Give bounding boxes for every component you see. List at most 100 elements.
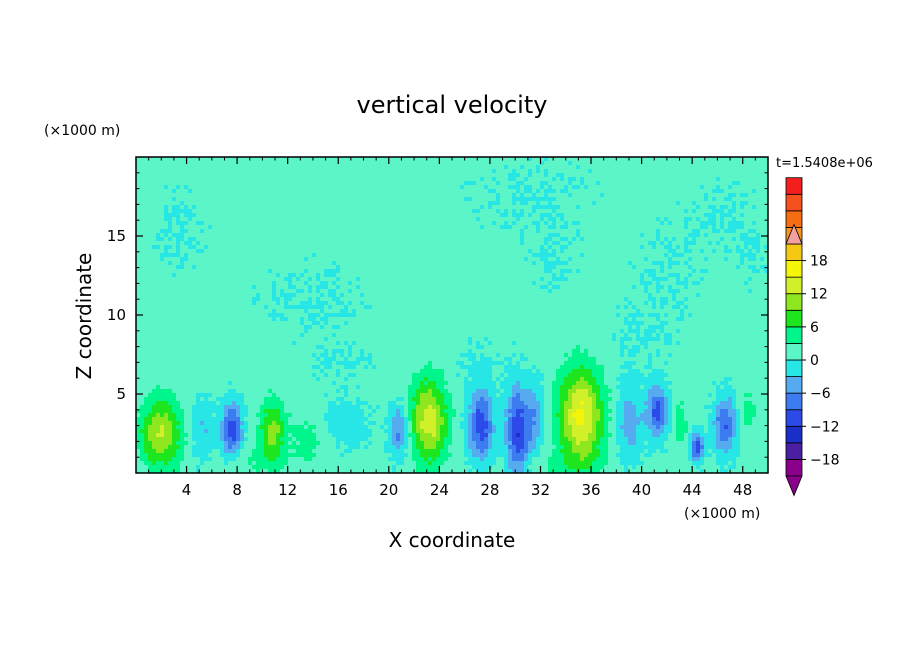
field-cell <box>724 233 729 238</box>
field-cell <box>628 197 633 202</box>
field-cell <box>696 273 701 278</box>
field-cell <box>640 237 645 242</box>
field-cell <box>292 253 297 258</box>
field-cell <box>504 277 509 282</box>
field-cell <box>628 193 633 198</box>
field-cell <box>268 273 273 278</box>
field-cell <box>368 197 373 202</box>
field-cell <box>552 213 557 218</box>
field-cell <box>416 237 421 242</box>
field-cell <box>360 225 365 230</box>
field-cell <box>404 157 409 162</box>
field-cell <box>760 197 765 202</box>
field-cell <box>456 189 461 194</box>
field-cell <box>172 265 177 270</box>
field-cell <box>680 189 685 194</box>
field-cell <box>360 261 365 266</box>
field-cell <box>336 197 341 202</box>
field-cell <box>180 189 185 194</box>
field-cell <box>720 169 725 174</box>
field-cell <box>528 217 533 222</box>
field-cell <box>456 209 461 214</box>
field-cell <box>700 241 705 246</box>
field-cell <box>444 205 449 210</box>
field-cell <box>540 273 545 278</box>
field-cell <box>440 181 445 186</box>
field-cell <box>240 265 245 270</box>
field-cell <box>688 185 693 190</box>
field-cell <box>536 249 541 254</box>
field-cell <box>664 221 669 226</box>
field-cell <box>436 189 441 194</box>
field-cell <box>256 245 261 250</box>
field-cell <box>344 185 349 190</box>
field-cell <box>436 181 441 186</box>
field-cell <box>328 245 333 250</box>
field-cell <box>712 225 717 230</box>
field-cell <box>764 253 769 258</box>
field-cell <box>336 241 341 246</box>
field-cell <box>256 197 261 202</box>
field-cell <box>348 213 353 218</box>
field-cell <box>332 209 337 214</box>
field-cell <box>720 233 725 238</box>
field-cell <box>272 165 277 170</box>
field-cell <box>744 273 749 278</box>
field-cell <box>620 197 625 202</box>
field-cell <box>184 241 189 246</box>
field-cell <box>352 157 357 162</box>
field-cell <box>236 213 241 218</box>
field-cell <box>624 181 629 186</box>
field-cell <box>176 281 181 286</box>
field-cell <box>280 265 285 270</box>
time-label: t=1.5408e+06 <box>776 156 873 171</box>
field-cell <box>600 273 605 278</box>
field-cell <box>548 157 553 162</box>
field-cell <box>672 205 677 210</box>
field-cell <box>700 217 705 222</box>
field-cell <box>232 173 237 178</box>
field-cell <box>292 277 297 282</box>
field-cell <box>304 157 309 162</box>
field-cell <box>336 185 341 190</box>
field-cell <box>624 257 629 262</box>
field-cell <box>204 257 209 262</box>
field-cell <box>468 265 473 270</box>
field-cell <box>140 209 145 214</box>
field-cell <box>424 273 429 278</box>
field-cell <box>348 273 353 278</box>
field-cell <box>224 173 229 178</box>
field-cell <box>636 209 641 214</box>
field-cell <box>420 245 425 250</box>
field-cell <box>236 217 241 222</box>
field-cell <box>544 197 549 202</box>
field-cell <box>332 261 337 266</box>
field-cell <box>344 253 349 258</box>
field-cell <box>444 173 449 178</box>
field-cell <box>540 265 545 270</box>
field-cell <box>172 249 177 254</box>
field-cell <box>148 265 153 270</box>
field-cell <box>324 277 329 282</box>
field-cell <box>588 161 593 166</box>
field-cell <box>364 209 369 214</box>
field-cell <box>456 265 461 270</box>
field-cell <box>580 229 585 234</box>
field-cell <box>532 221 537 226</box>
field-cell <box>640 157 645 162</box>
field-cell <box>244 237 249 242</box>
field-cell <box>552 249 557 254</box>
field-cell <box>676 229 681 234</box>
field-cell <box>576 169 581 174</box>
field-cell <box>408 265 413 270</box>
field-cell <box>344 177 349 182</box>
field-cell <box>620 185 625 190</box>
field-cell <box>364 265 369 270</box>
field-cell <box>716 181 721 186</box>
field-cell <box>308 253 313 258</box>
field-cell <box>520 201 525 206</box>
field-cell <box>348 241 353 246</box>
field-cell <box>404 217 409 222</box>
field-cell <box>580 245 585 250</box>
field-cell <box>444 185 449 190</box>
